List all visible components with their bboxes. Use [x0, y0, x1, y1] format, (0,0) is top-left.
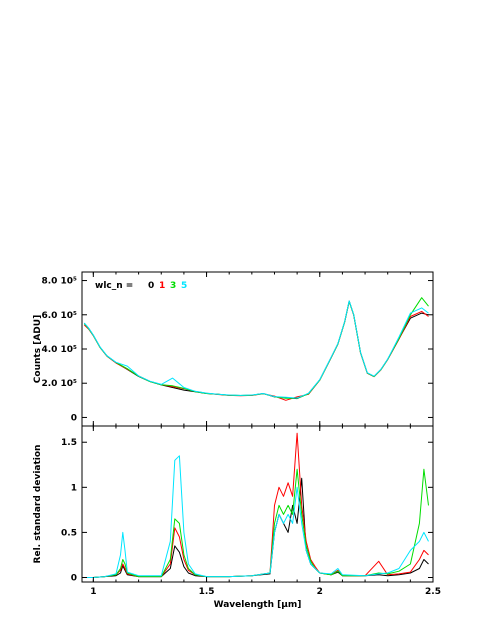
x-tick-label: 2	[317, 587, 323, 597]
y-tick-label: 8.0 10⁵	[41, 277, 77, 287]
legend-entry-wlc1: 1	[159, 281, 165, 291]
stddev-axis-label: Rel. standard deviation	[33, 445, 43, 564]
legend-entry-wlc3: 3	[170, 281, 176, 291]
counts-series-wlc1	[83, 300, 429, 401]
y-tick-label: 4.0 10⁵	[41, 345, 77, 355]
y-tick-label: 0	[71, 413, 77, 423]
x-tick-label: 1	[90, 587, 96, 597]
stddev-series-wlc5	[84, 455, 429, 578]
y-tick-label: 0.5	[61, 528, 77, 538]
stddev-series-wlc1	[84, 432, 429, 578]
counts-series-group	[83, 297, 429, 401]
counts-series-wlc0	[83, 300, 429, 400]
counts-panel-frame	[81, 271, 434, 427]
stddev-series-group	[84, 432, 429, 578]
stddev-series-wlc3	[84, 468, 429, 578]
legend-prefix: wlc_n =	[95, 281, 133, 291]
x-axis-label: Wavelength [μm]	[214, 600, 302, 610]
y-tick-label: 2.0 10⁵	[41, 379, 77, 389]
counts-series-wlc5	[83, 300, 429, 399]
y-tick-label: 1	[71, 483, 77, 493]
x-tick-label: 2.5	[425, 587, 441, 597]
y-tick-label: 0	[71, 573, 77, 583]
y-tick-label: 1.5	[61, 438, 77, 448]
counts-axis-label: Counts [ADU]	[33, 315, 43, 383]
x-tick-label: 1.5	[199, 587, 215, 597]
legend: wlc_n = 0 1 3 5	[95, 281, 187, 291]
legend-entry-wlc5: 5	[181, 281, 187, 291]
legend-entry-wlc0: 0	[148, 281, 154, 291]
y-tick-label: 6.0 10⁵	[41, 311, 77, 321]
counts-series-wlc3	[83, 297, 429, 399]
stddev-panel-frame	[81, 425, 434, 583]
